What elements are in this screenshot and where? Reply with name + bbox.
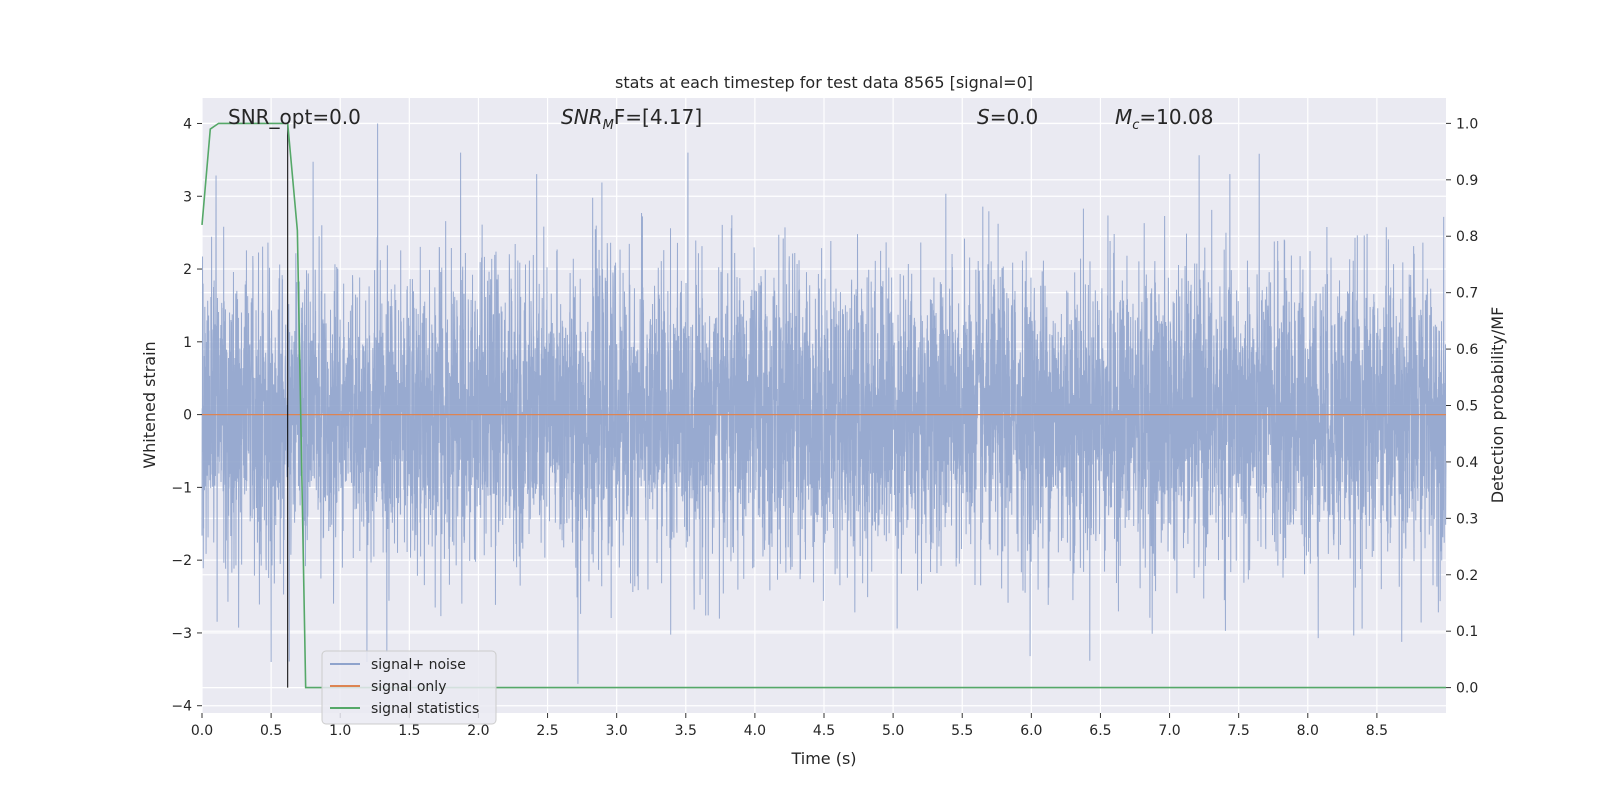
series-signal-noise-line <box>201 123 1447 684</box>
y-right-tick-label: 0.6 <box>1456 342 1478 358</box>
annotation-mc-main: M <box>1115 105 1132 129</box>
y-right-tick-label: 0.9 <box>1456 173 1478 189</box>
annotation-s-main: S <box>977 105 990 129</box>
annotation-snr-mf: SNRMF=[4.17] <box>561 105 702 133</box>
x-tick-label: 3.0 <box>606 723 628 739</box>
annotation-snr-mf-main: SNR <box>561 105 603 129</box>
y-tick-label: −3 <box>171 626 192 642</box>
legend: signal+ noise signal only signal statist… <box>321 650 497 725</box>
x-tick-label: 7.0 <box>1158 723 1180 739</box>
x-tick-label: 1.0 <box>329 723 351 739</box>
y-tick-label: 2 <box>183 262 192 278</box>
x-tick-label: 1.5 <box>398 723 420 739</box>
y-tick-label: 0 <box>183 408 192 424</box>
annotation-s: S=0.0 <box>977 105 1038 129</box>
y-right-tick-label: 0.1 <box>1456 624 1478 640</box>
y-right-tick-label: 0.7 <box>1456 286 1478 302</box>
x-tick-label: 5.5 <box>951 723 973 739</box>
x-tick-label: 4.0 <box>744 723 766 739</box>
x-axis-label: Time (s) <box>790 749 856 768</box>
legend-label-signal-only: signal only <box>371 679 446 695</box>
x-tick-label: 7.5 <box>1228 723 1250 739</box>
y-right-tick-label: 0.8 <box>1456 229 1478 245</box>
x-tick-label: 3.5 <box>675 723 697 739</box>
x-tick-label: 0.5 <box>260 723 282 739</box>
tick-layer: 0.0 0.5 1.0 1.5 2.0 2.5 3.0 3.5 4.0 4.5 5.0 5.5 6.0 6… <box>171 116 1478 739</box>
noise-layer <box>201 123 1447 684</box>
y-tick-label: 4 <box>183 116 192 132</box>
annotation-mc: Mc=10.08 <box>1115 105 1213 133</box>
y-right-tick-label: 1.0 <box>1456 116 1478 132</box>
series-signal-statistics-line <box>201 122 1446 689</box>
y-right-tick-label: 0.3 <box>1456 511 1478 527</box>
y-right-tick-label: 0.4 <box>1456 455 1478 471</box>
y-tick-label: 3 <box>183 189 192 205</box>
annotation-snr-mf-rest: F=[4.17] <box>614 105 702 129</box>
x-tick-label: 8.0 <box>1297 723 1319 739</box>
x-tick-label: 4.5 <box>813 723 835 739</box>
annotation-mc-sub: c <box>1132 118 1139 133</box>
y-right-tick-label: 0.0 <box>1456 681 1478 697</box>
legend-label-signal-noise: signal+ noise <box>371 657 466 673</box>
legend-label-signal-statistics: signal statistics <box>371 701 479 717</box>
x-tick-label: 6.0 <box>1020 723 1042 739</box>
y-right-axis-label: Detection probability/MF <box>1488 307 1507 504</box>
annotation-mc-rest: =10.08 <box>1139 105 1213 129</box>
x-tick-label: 2.5 <box>536 723 558 739</box>
y-axis-label: Whitened strain <box>140 341 159 468</box>
y-tick-label: 1 <box>183 335 192 351</box>
x-tick-label: 6.5 <box>1089 723 1111 739</box>
x-tick-label: 5.0 <box>882 723 904 739</box>
annotation-snr-mf-sub: M <box>603 118 614 133</box>
y-tick-label: −4 <box>171 699 192 715</box>
y-tick-label: −2 <box>171 553 192 569</box>
x-tick-label: 8.5 <box>1366 723 1388 739</box>
annotation-s-rest: =0.0 <box>990 105 1039 129</box>
legend-box <box>321 650 497 725</box>
x-tick-label: 0.0 <box>191 723 213 739</box>
y-right-tick-label: 0.5 <box>1456 399 1478 415</box>
line-layer <box>201 122 1446 689</box>
chart-title: stats at each timestep for test data 856… <box>615 73 1033 92</box>
annotation-snr-opt: SNR_opt=0.0 <box>228 105 361 129</box>
x-tick-label: 2.0 <box>467 723 489 739</box>
y-tick-label: −1 <box>171 480 192 496</box>
y-right-tick-label: 0.2 <box>1456 568 1478 584</box>
